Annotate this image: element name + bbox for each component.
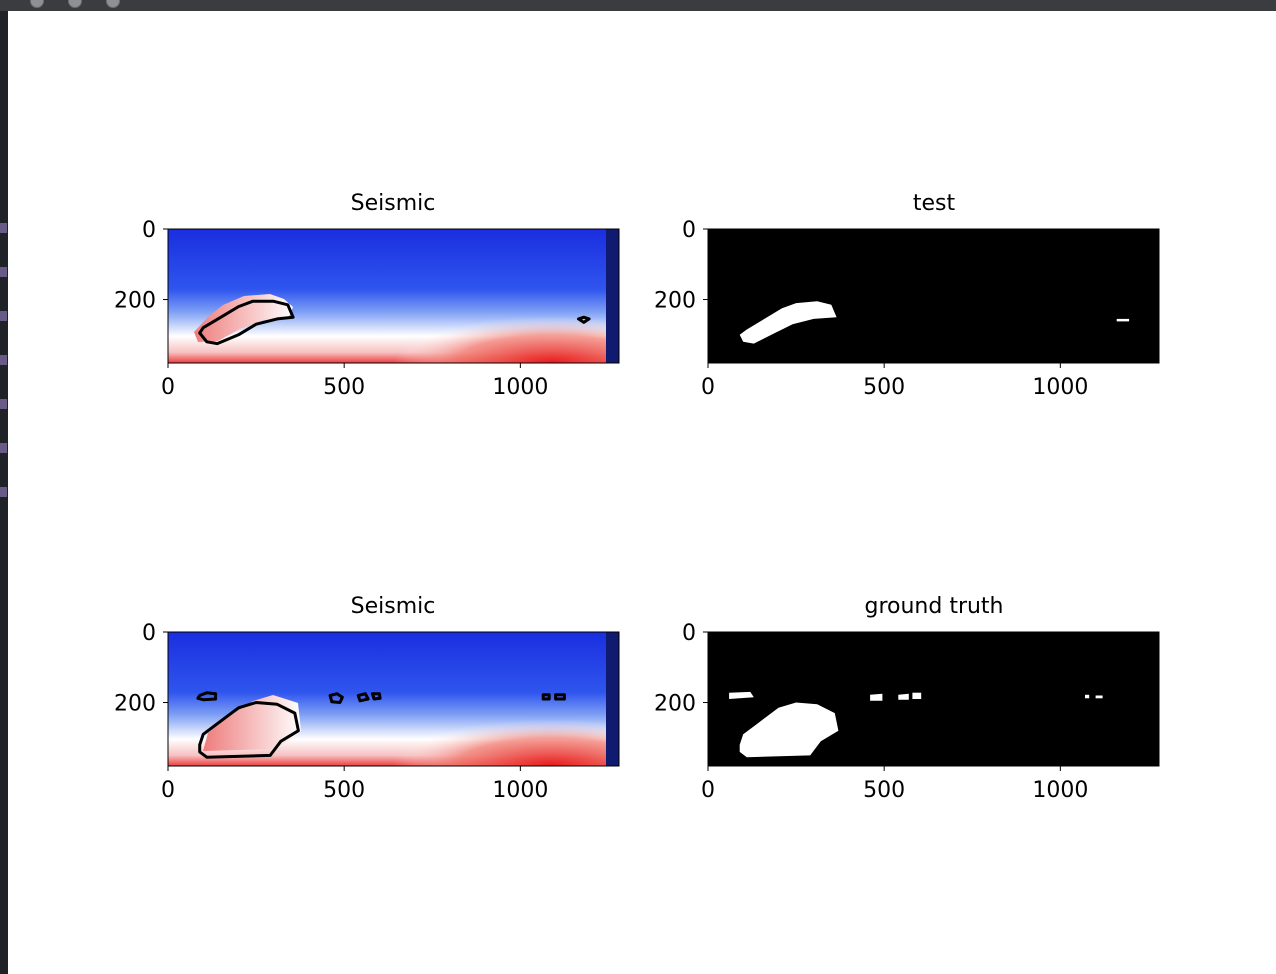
file-icon: [0, 443, 7, 453]
plot-frame: [707, 228, 1160, 364]
seismic-panel-top: Seismic 0 500 1000 0 200: [114, 191, 620, 400]
contour-line: [541, 693, 551, 701]
maximize-button[interactable]: [106, 0, 120, 8]
matplotlib-figure: Seismic 0 500 1000 0 200 test 0 500 1000 0 200 S…: [8, 11, 1276, 974]
plot-frame: [707, 631, 1160, 767]
mask-region: [898, 693, 909, 700]
y-tick-label: 0: [682, 621, 696, 646]
salt-body: [203, 695, 301, 751]
x-tick-label: 500: [323, 778, 365, 803]
y-tick-label: 200: [114, 692, 156, 717]
file-icon: [0, 311, 7, 321]
y-tick-label: 0: [682, 218, 696, 243]
contour-line: [198, 299, 295, 346]
file-icon: [0, 399, 7, 409]
mask-region: [870, 693, 883, 701]
mask-region: [1095, 695, 1103, 699]
mask-region: [739, 301, 837, 344]
panel-title: Seismic: [351, 191, 436, 216]
y-tick-label: 200: [654, 692, 696, 717]
contour-line: [577, 315, 591, 324]
mask-region: [912, 692, 922, 699]
contour-line: [370, 692, 382, 701]
mask-region: [1116, 318, 1130, 322]
close-button[interactable]: [30, 0, 44, 8]
panel-title: Seismic: [351, 594, 436, 619]
mask-region: [739, 702, 839, 758]
seismic-image-edge: [606, 229, 619, 363]
x-tick-label: 0: [161, 778, 175, 803]
plot-frame: [167, 228, 620, 364]
contour-line: [196, 691, 218, 702]
x-tick-label: 0: [701, 375, 715, 400]
salt-body: [194, 294, 293, 342]
x-tick-label: 1000: [492, 375, 548, 400]
seismic-panel-bottom: Seismic 0 500 1000 0 200: [114, 594, 620, 803]
y-tick-label: 200: [654, 289, 696, 314]
panel-title: test: [913, 191, 956, 216]
contour-line: [198, 701, 300, 759]
x-tick-label: 500: [863, 375, 905, 400]
mask-background: [708, 229, 1159, 363]
figure-canvas: Seismic 0 500 1000 0 200 test 0 500 1000 0 200 S…: [114, 191, 1160, 803]
mask-region: [1085, 694, 1090, 699]
x-tick-label: 500: [863, 778, 905, 803]
x-tick-label: 1000: [1032, 778, 1088, 803]
seismic-image-edge: [606, 632, 619, 766]
x-tick-label: 500: [323, 375, 365, 400]
file-icon: [0, 267, 7, 277]
test-panel: test 0 500 1000 0 200: [654, 191, 1160, 400]
contour-line: [554, 693, 566, 701]
mask-region: [729, 691, 754, 699]
left-editor-strip: [0, 11, 8, 974]
y-tick-label: 0: [142, 621, 156, 646]
minimize-button[interactable]: [68, 0, 82, 8]
x-tick-label: 1000: [492, 778, 548, 803]
y-tick-label: 0: [142, 218, 156, 243]
x-tick-label: 0: [161, 375, 175, 400]
contour-line: [328, 692, 344, 704]
y-tick-label: 200: [114, 289, 156, 314]
contour-line: [356, 692, 370, 703]
x-tick-label: 0: [701, 778, 715, 803]
plot-frame: [167, 631, 620, 767]
file-icon: [0, 223, 7, 233]
panel-title: ground truth: [864, 594, 1003, 619]
seismic-image-red-zone: [168, 229, 619, 363]
x-tick-label: 1000: [1032, 375, 1088, 400]
file-icon: [0, 487, 7, 497]
ground-truth-panel: ground truth 0 500 1000 0 200: [654, 594, 1160, 803]
file-icon: [0, 355, 7, 365]
